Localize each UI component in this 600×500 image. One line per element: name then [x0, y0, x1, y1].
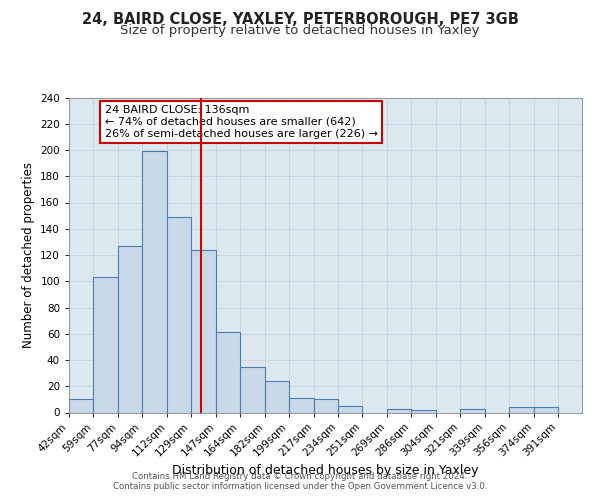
Bar [118, 246, 142, 412]
Text: 24 BAIRD CLOSE: 136sqm
← 74% of detached houses are smaller (642)
26% of semi-de: 24 BAIRD CLOSE: 136sqm ← 74% of detached… [105, 106, 378, 138]
Bar [240, 366, 265, 412]
Bar [93, 278, 118, 412]
Y-axis label: Number of detached properties: Number of detached properties [22, 162, 35, 348]
Text: Contains HM Land Registry data © Crown copyright and database right 2024.: Contains HM Land Registry data © Crown c… [132, 472, 468, 481]
Bar [338, 406, 362, 412]
Bar [167, 217, 191, 412]
X-axis label: Distribution of detached houses by size in Yaxley: Distribution of detached houses by size … [172, 464, 479, 477]
Bar [387, 408, 411, 412]
Bar [314, 400, 338, 412]
Text: Size of property relative to detached houses in Yaxley: Size of property relative to detached ho… [120, 24, 480, 37]
Bar [191, 250, 216, 412]
Bar [216, 332, 240, 412]
Bar [509, 407, 535, 412]
Text: 24, BAIRD CLOSE, YAXLEY, PETERBOROUGH, PE7 3GB: 24, BAIRD CLOSE, YAXLEY, PETERBOROUGH, P… [82, 12, 518, 28]
Text: Contains public sector information licensed under the Open Government Licence v3: Contains public sector information licen… [113, 482, 487, 491]
Bar [265, 381, 289, 412]
Bar [460, 408, 485, 412]
Bar [69, 400, 93, 412]
Bar [289, 398, 314, 412]
Bar [411, 410, 436, 412]
Bar [142, 152, 167, 412]
Bar [535, 407, 558, 412]
